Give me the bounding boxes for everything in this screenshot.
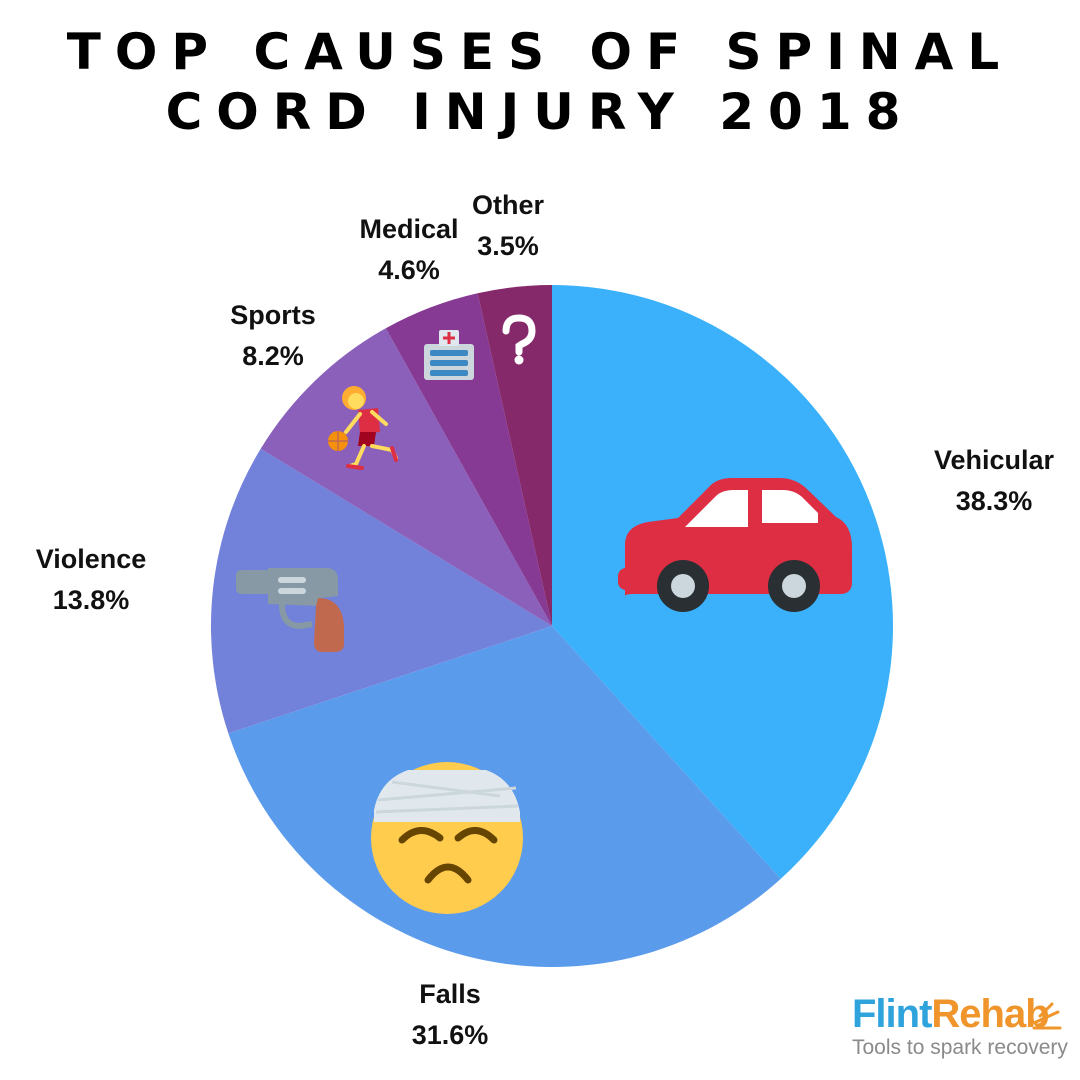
slice-value-violence: 13.8%: [52, 585, 130, 615]
car-icon: [618, 478, 852, 612]
pie-slice-other: [477, 285, 552, 626]
brand-name-flint: Flint: [852, 992, 932, 1036]
slice-name-falls: Falls: [419, 979, 481, 1009]
slice-label-vehicular: Vehicular 38.3%: [894, 440, 1080, 522]
pistol-icon: [236, 568, 344, 652]
brand-logo: FlintRehab Tools to spark recovery: [852, 992, 1068, 1060]
slice-label-other: Other 3.5%: [408, 185, 608, 267]
chart-title-line-2: CORD INJURY 2018: [165, 83, 915, 141]
slice-value-sports: 8.2%: [242, 341, 304, 371]
slice-label-falls: Falls 31.6%: [350, 974, 550, 1056]
basketball-player-icon: [328, 386, 398, 470]
question-mark-icon: [502, 314, 536, 365]
slice-name-medical: Medical: [359, 214, 459, 244]
slice-name-vehicular: Vehicular: [933, 445, 1055, 475]
brand-tagline: Tools to spark recovery: [852, 1036, 1068, 1059]
slice-value-medical: 4.6%: [378, 255, 440, 285]
brand-name-rehab: Rehab: [931, 992, 1049, 1036]
spark-icon: [1032, 1002, 1062, 1030]
slice-label-violence: Violence 13.8%: [0, 539, 191, 621]
pie-slices: [210, 285, 894, 968]
pie-slice-sports: [260, 328, 552, 626]
slice-icons: [236, 314, 852, 914]
hospital-icon: [424, 330, 474, 380]
slice-value-vehicular: 38.3%: [955, 486, 1033, 516]
chart-title-line-1: TOP CAUSES OF SPINAL: [66, 23, 1014, 81]
chart-title: TOP CAUSES OF SPINAL CORD INJURY 2018: [0, 22, 1080, 142]
brand-name: FlintRehab: [852, 992, 1067, 1036]
slice-value-other: 3.5%: [477, 231, 539, 261]
bandaged-face-icon: [371, 762, 523, 914]
slice-label-medical: Medical 4.6%: [309, 209, 509, 291]
slice-name-violence: Violence: [35, 544, 147, 574]
slice-label-sports: Sports 8.2%: [173, 295, 373, 377]
pie-slice-violence: [210, 448, 552, 734]
slice-name-sports: Sports: [230, 300, 316, 330]
slice-name-other: Other: [471, 190, 544, 220]
slice-value-falls: 31.6%: [411, 1020, 489, 1050]
